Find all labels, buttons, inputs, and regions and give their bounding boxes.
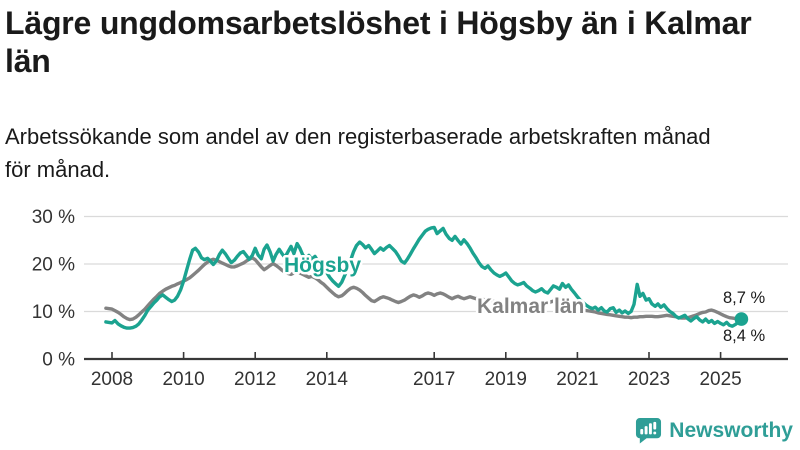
newsworthy-logo[interactable]: Newsworthy xyxy=(635,417,793,444)
x-tick-label-2014: 2014 xyxy=(306,369,349,390)
end-value-label-högsby: 8,4 % xyxy=(723,327,766,345)
axes: 2008 2010 2012 2014 2017 2019 2021 2023 2025 xyxy=(84,352,788,390)
x-tick-label-2025: 2025 xyxy=(699,369,741,390)
x-tick-label-2017: 2017 xyxy=(413,369,455,390)
chart-title: Lägre ungdomsarbetslöshet i Högsby än i … xyxy=(5,5,752,79)
series-line-högsby xyxy=(104,225,744,330)
series-label-kalmar-län: Kalmar län xyxy=(477,295,584,318)
end-value-label-kalmar-län: 8,7 % xyxy=(723,289,766,307)
y-tick-label: 30 % xyxy=(32,207,75,228)
x-tick-label-2023: 2023 xyxy=(628,369,670,390)
chart-subtitle: Arbetssökande som andel av den registerb… xyxy=(5,124,711,182)
x-tick-label-2008: 2008 xyxy=(91,369,133,390)
x-tick-label-2019: 2019 xyxy=(485,369,527,390)
annotations: Kalmar län 8,7 % Högsby 8,4 % xyxy=(282,252,766,346)
y-tick-label: 0 % xyxy=(42,350,75,371)
series-line-kalmar-län xyxy=(104,256,744,322)
latest-value-dot xyxy=(734,312,749,326)
x-tick-label-2021: 2021 xyxy=(556,369,598,390)
series-label-högsby: Högsby xyxy=(284,254,361,277)
x-tick-label-2010: 2010 xyxy=(162,369,204,390)
newsworthy-bubble-chart-icon xyxy=(636,417,662,444)
brand-name: Newsworthy xyxy=(669,418,793,442)
y-tick-label: 10 % xyxy=(32,302,75,323)
series-lines xyxy=(104,225,744,330)
y-tick-label: 20 % xyxy=(32,255,75,276)
gridlines: 0 % 10 % 20 % 30 % xyxy=(32,207,788,371)
x-tick-label-2012: 2012 xyxy=(234,369,276,390)
